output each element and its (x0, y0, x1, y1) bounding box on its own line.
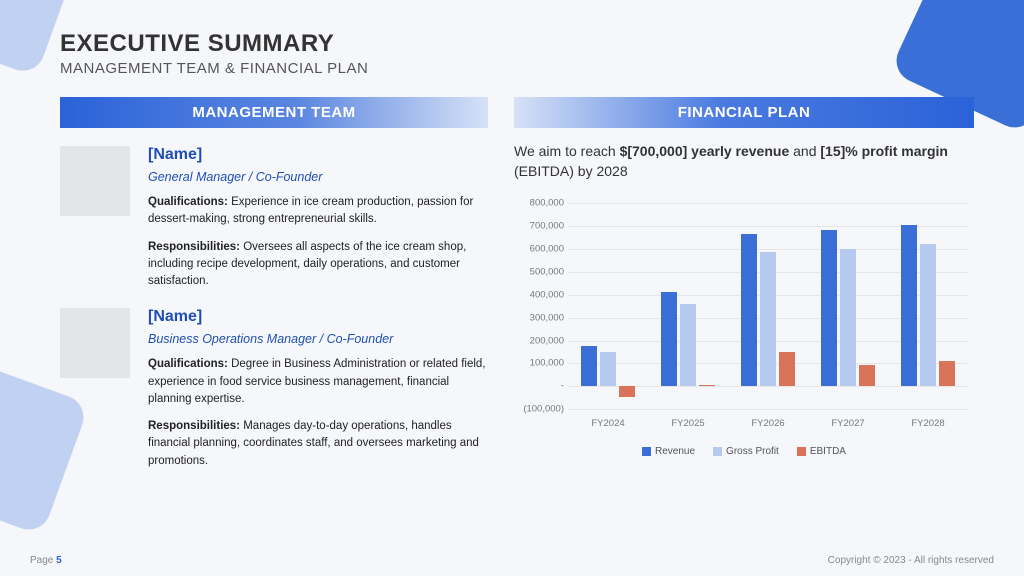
legend-label: Revenue (655, 446, 695, 457)
page-subtitle: MANAGEMENT TEAM & FINANCIAL PLAN (60, 60, 974, 77)
chart-bar-group (821, 203, 875, 386)
chart-y-label: - (514, 381, 564, 392)
legend-item: Gross Profit (713, 446, 779, 457)
footer: Page 5 Copyright © 2023 - All rights res… (30, 555, 994, 566)
member-qualifications: Qualifications: Degree in Business Admin… (148, 356, 488, 408)
chart-y-label: 800,000 (514, 198, 564, 209)
chart-bar (741, 234, 757, 386)
chart-x-label: FY2025 (671, 418, 704, 429)
member-role: General Manager / Co-Founder (148, 170, 488, 184)
chart-bar-group (581, 203, 635, 386)
chart-legend: Revenue Gross Profit EBITDA (514, 446, 974, 457)
team-member: [Name] General Manager / Co-Founder Qual… (60, 146, 488, 290)
chart-bar-group (901, 203, 955, 386)
chart-y-label: (100,000) (514, 404, 564, 415)
member-responsibilities: Responsibilities: Oversees all aspects o… (148, 239, 488, 291)
management-header: MANAGEMENT TEAM (60, 97, 488, 128)
legend-swatch (642, 447, 651, 456)
chart-bar (939, 361, 955, 386)
chart-bar (661, 292, 677, 386)
chart-plot-area (568, 203, 968, 409)
copyright: Copyright © 2023 - All rights reserved (828, 555, 994, 566)
chart-bar (821, 230, 837, 387)
team-member: [Name] Business Operations Manager / Co-… (60, 308, 488, 470)
chart-bar (840, 249, 856, 386)
slide-page: EXECUTIVE SUMMARY MANAGEMENT TEAM & FINA… (0, 0, 1024, 576)
chart-bar (699, 385, 715, 386)
chart-x-label: FY2026 (751, 418, 784, 429)
chart-x-label: FY2028 (911, 418, 944, 429)
chart-bar (760, 252, 776, 386)
chart-y-label: 400,000 (514, 289, 564, 300)
chart-y-label: 600,000 (514, 243, 564, 254)
member-name: [Name] (148, 146, 488, 164)
financial-chart: Revenue Gross Profit EBITDA (100,000) - 100,… (514, 197, 974, 457)
page-title: EXECUTIVE SUMMARY (60, 30, 974, 58)
financial-summary: We aim to reach $[700,000] yearly revenu… (514, 142, 974, 181)
legend-label: EBITDA (810, 446, 846, 457)
financial-header: FINANCIAL PLAN (514, 97, 974, 128)
chart-gridline (568, 409, 968, 410)
chart-bar (619, 386, 635, 396)
page-number: Page 5 (30, 555, 62, 566)
avatar-placeholder (60, 308, 130, 378)
chart-bar (680, 304, 696, 386)
chart-bar (581, 346, 597, 386)
chart-bar (600, 352, 616, 386)
chart-y-label: 500,000 (514, 266, 564, 277)
chart-bar (901, 225, 917, 386)
chart-y-label: 300,000 (514, 312, 564, 323)
heading-block: EXECUTIVE SUMMARY MANAGEMENT TEAM & FINA… (60, 30, 974, 77)
chart-y-label: 200,000 (514, 335, 564, 346)
avatar-placeholder (60, 146, 130, 216)
legend-label: Gross Profit (726, 446, 779, 457)
chart-bar-group (741, 203, 795, 386)
chart-y-label: 100,000 (514, 358, 564, 369)
legend-swatch (797, 447, 806, 456)
chart-x-label: FY2024 (591, 418, 624, 429)
chart-y-label: 700,000 (514, 221, 564, 232)
member-responsibilities: Responsibilities: Manages day-to-day ope… (148, 418, 488, 470)
member-name: [Name] (148, 308, 488, 326)
member-qualifications: Qualifications: Experience in ice cream … (148, 194, 488, 229)
chart-bar (779, 352, 795, 386)
chart-bar-group (661, 203, 715, 386)
financial-column: FINANCIAL PLAN We aim to reach $[700,000… (514, 97, 974, 470)
management-column: MANAGEMENT TEAM [Name] General Manager /… (60, 97, 488, 470)
legend-item: Revenue (642, 446, 695, 457)
legend-swatch (713, 447, 722, 456)
chart-bar (859, 365, 875, 387)
legend-item: EBITDA (797, 446, 846, 457)
chart-bar (920, 244, 936, 386)
member-role: Business Operations Manager / Co-Founder (148, 332, 488, 346)
chart-x-label: FY2027 (831, 418, 864, 429)
